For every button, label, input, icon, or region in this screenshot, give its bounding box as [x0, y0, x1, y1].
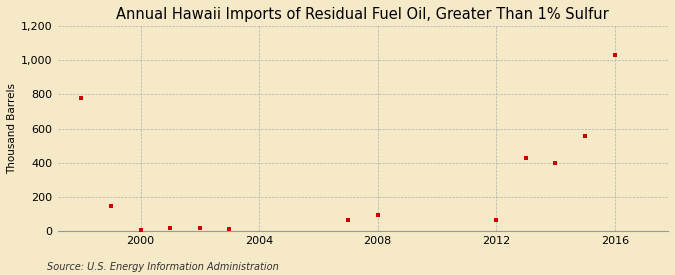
Point: [610, 53, 620, 57]
Point: [580, 134, 591, 138]
Point: [520, 155, 531, 160]
Title: Annual Hawaii Imports of Residual Fuel Oil, Greater Than 1% Sulfur: Annual Hawaii Imports of Residual Fuel O…: [117, 7, 610, 22]
Point: [135, 228, 146, 233]
Text: Source: U.S. Energy Information Administration: Source: U.S. Energy Information Administ…: [47, 262, 279, 272]
Point: [343, 218, 354, 222]
Point: [194, 226, 205, 230]
Point: [550, 161, 561, 165]
Point: [372, 213, 383, 217]
Y-axis label: Thousand Barrels: Thousand Barrels: [7, 83, 17, 174]
Point: [224, 227, 235, 232]
Point: [491, 218, 502, 222]
Point: [165, 226, 176, 230]
Point: [76, 95, 86, 100]
Point: [105, 203, 116, 208]
